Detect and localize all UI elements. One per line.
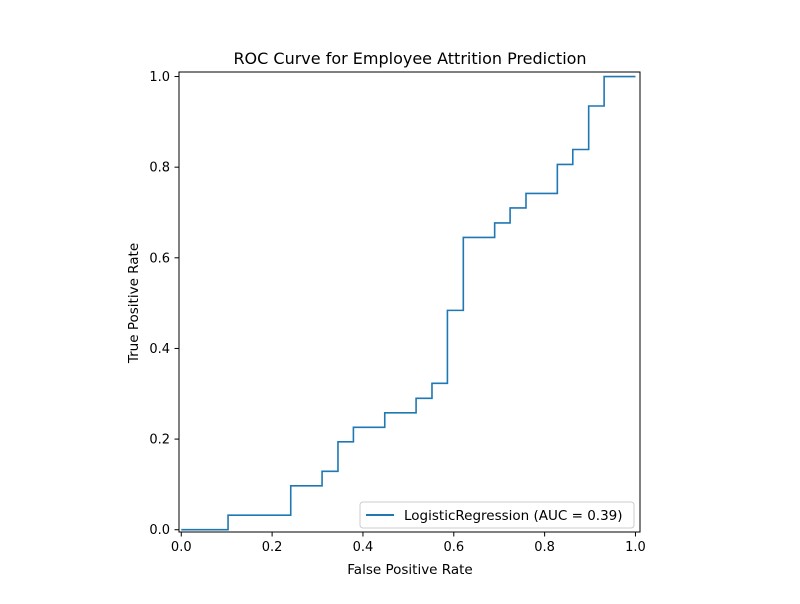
y-tick-label: 0.8 bbox=[149, 161, 170, 176]
x-tick-label: 1.0 bbox=[625, 540, 646, 555]
legend: LogisticRegression (AUC = 0.39) bbox=[359, 501, 635, 529]
axes-frame bbox=[178, 71, 641, 533]
chart-title: ROC Curve for Employee Attrition Predict… bbox=[233, 49, 586, 68]
plot-area: 0.0 0.2 0.4 0.6 0.8 1.0 0.0 0.2 0.4 0.6 0.8 1.0 bbox=[149, 70, 645, 555]
y-axis-label: True Positive Rate bbox=[126, 243, 142, 364]
x-tick-label: 0.8 bbox=[534, 540, 555, 555]
x-tick-label: 0.6 bbox=[443, 540, 464, 555]
y-tick-label: 0.4 bbox=[149, 342, 170, 357]
roc-curve-line-0 bbox=[181, 75, 636, 531]
x-tick-label: 0.0 bbox=[171, 540, 192, 555]
legend-frame bbox=[359, 501, 635, 529]
y-tick-label: 0.6 bbox=[149, 251, 170, 266]
y-tick-label: 1.0 bbox=[149, 70, 170, 85]
y-tick-label: 0.0 bbox=[149, 523, 170, 538]
x-tick-label: 0.4 bbox=[353, 540, 374, 555]
y-tick-label: 0.2 bbox=[149, 433, 170, 448]
x-tick-label: 0.2 bbox=[262, 540, 283, 555]
x-axis-label: False Positive Rate bbox=[347, 562, 472, 578]
legend-label: LogisticRegression (AUC = 0.39) bbox=[404, 508, 623, 524]
